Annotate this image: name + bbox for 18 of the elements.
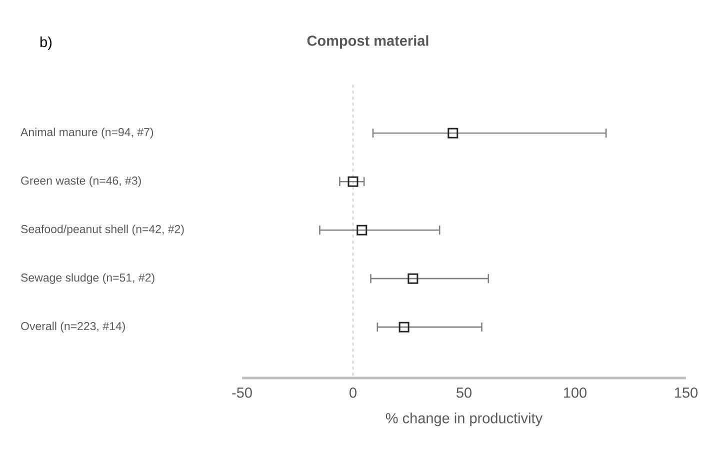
x-tick-label: -50 bbox=[232, 388, 252, 398]
y-tick-label: Animal manure (n=94, #7) bbox=[20, 128, 154, 138]
y-tick-label: Overall (n=223, #14) bbox=[21, 322, 125, 332]
point bbox=[356, 224, 368, 236]
x-tick-label: 0 bbox=[350, 388, 356, 398]
y-tick-label: Green waste (n=46, #3) bbox=[21, 176, 141, 187]
x-tick-label: 150 bbox=[675, 388, 698, 398]
x-tick-label: 100 bbox=[564, 388, 587, 398]
point bbox=[348, 176, 358, 187]
x-tick-label: 50 bbox=[456, 388, 472, 398]
text: b) bbox=[40, 36, 52, 50]
point bbox=[398, 322, 410, 332]
y-tick-label: Sewage sludge (n=51, #2) bbox=[21, 273, 154, 284]
y-tick-label: Seafood/peanut shell (n=42, #2) bbox=[21, 224, 184, 236]
point bbox=[448, 128, 458, 138]
chart-title: Compost material bbox=[307, 35, 428, 49]
point bbox=[408, 273, 418, 284]
x-axis-title: % change in productivity bbox=[386, 412, 543, 426]
